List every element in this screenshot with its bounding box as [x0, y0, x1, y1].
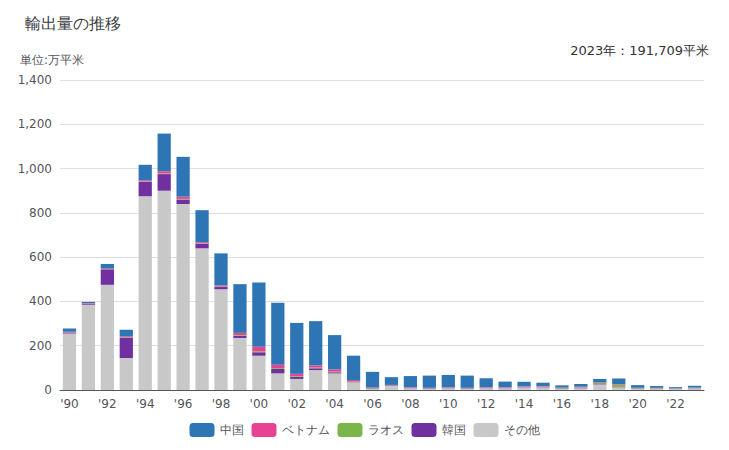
svg-text:200: 200 — [29, 339, 52, 353]
svg-text:'10: '10 — [439, 397, 458, 411]
svg-text:'02: '02 — [287, 397, 306, 411]
svg-text:0: 0 — [44, 383, 52, 397]
svg-text:中国: 中国 — [220, 423, 244, 437]
svg-text:'08: '08 — [401, 397, 420, 411]
svg-text:単位:万平米: 単位:万平米 — [20, 53, 84, 67]
svg-text:その他: その他 — [504, 423, 540, 437]
svg-text:'22: '22 — [666, 397, 685, 411]
svg-text:'00: '00 — [250, 397, 269, 411]
svg-text:2023年：191,709平米: 2023年：191,709平米 — [570, 43, 709, 58]
svg-text:ベトナム: ベトナム — [282, 423, 330, 437]
svg-text:600: 600 — [29, 250, 52, 264]
svg-text:'18: '18 — [591, 397, 610, 411]
svg-text:'04: '04 — [325, 397, 344, 411]
svg-text:'06: '06 — [363, 397, 382, 411]
svg-text:輸出量の推移: 輸出量の推移 — [25, 14, 121, 33]
svg-text:'92: '92 — [98, 397, 117, 411]
svg-text:400: 400 — [29, 294, 52, 308]
svg-text:800: 800 — [29, 206, 52, 220]
svg-text:1,000: 1,000 — [18, 162, 52, 176]
svg-text:1,400: 1,400 — [18, 73, 52, 87]
svg-text:'20: '20 — [628, 397, 647, 411]
svg-text:ラオス: ラオス — [368, 423, 404, 437]
svg-text:'14: '14 — [515, 397, 534, 411]
svg-text:'16: '16 — [553, 397, 572, 411]
svg-text:'94: '94 — [136, 397, 155, 411]
svg-text:'12: '12 — [477, 397, 496, 411]
svg-text:'90: '90 — [60, 397, 79, 411]
svg-text:1,200: 1,200 — [18, 117, 52, 131]
svg-text:'98: '98 — [212, 397, 231, 411]
svg-text:韓国: 韓国 — [442, 423, 466, 437]
svg-text:'96: '96 — [174, 397, 193, 411]
